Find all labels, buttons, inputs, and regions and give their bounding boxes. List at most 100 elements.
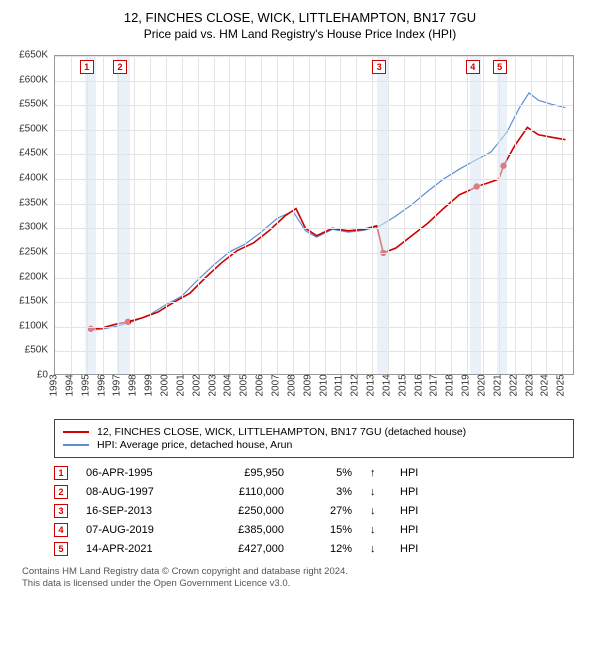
event-hpi-label: HPI — [400, 543, 430, 555]
event-number: 1 — [54, 466, 68, 480]
x-tick-label: 2000 — [159, 377, 170, 397]
event-number: 5 — [54, 542, 68, 556]
event-arrow-icon: ↓ — [370, 524, 382, 536]
x-tick-label: 2005 — [239, 377, 250, 397]
event-price: £427,000 — [204, 543, 284, 555]
x-tick-label: 1994 — [64, 377, 75, 397]
y-tick-label: £100K — [19, 320, 48, 331]
x-tick-label: 2001 — [175, 377, 186, 397]
y-tick-label: £550K — [19, 99, 48, 110]
chart-container: 12, FINCHES CLOSE, WICK, LITTLEHAMPTON, … — [0, 0, 600, 597]
footer: Contains HM Land Registry data © Crown c… — [22, 566, 590, 591]
x-tick-label: 2017 — [429, 377, 440, 397]
events-table: 1 06-APR-1995 £95,950 5% ↑ HPI 2 08-AUG-1997 £11… — [54, 466, 590, 556]
legend-row-red: 12, FINCHES CLOSE, WICK, LITTLEHAMPTON, … — [63, 426, 565, 438]
x-tick-label: 1995 — [80, 377, 91, 397]
event-row: 5 14-APR-2021 £427,000 12% ↓ HPI — [54, 542, 590, 556]
event-number: 3 — [54, 504, 68, 518]
y-tick-label: £250K — [19, 246, 48, 257]
x-tick-label: 2010 — [318, 377, 329, 397]
event-arrow-icon: ↓ — [370, 486, 382, 498]
x-tick-label: 1997 — [112, 377, 123, 397]
y-tick-label: £50K — [25, 345, 48, 356]
event-pct: 5% — [302, 467, 352, 479]
highlight-band — [117, 56, 130, 374]
y-tick-label: £500K — [19, 123, 48, 134]
x-tick-label: 2015 — [397, 377, 408, 397]
y-tick-label: £200K — [19, 271, 48, 282]
x-tick-label: 2003 — [207, 377, 218, 397]
y-tick-label: £600K — [19, 74, 48, 85]
x-tick-label: 2021 — [492, 377, 503, 397]
y-tick-label: £0 — [37, 370, 48, 381]
sale-marker: 2 — [113, 60, 127, 74]
plot-region: 1 2 3 45 — [54, 55, 574, 375]
event-hpi-label: HPI — [400, 524, 430, 536]
x-tick-label: 2020 — [477, 377, 488, 397]
x-tick-label: 2018 — [445, 377, 456, 397]
event-pct: 15% — [302, 524, 352, 536]
x-tick-label: 2011 — [334, 377, 345, 397]
event-hpi-label: HPI — [400, 505, 430, 517]
event-date: 07-AUG-2019 — [86, 524, 186, 536]
x-tick-label: 2024 — [540, 377, 551, 397]
legend: 12, FINCHES CLOSE, WICK, LITTLEHAMPTON, … — [54, 419, 574, 458]
x-tick-label: 2019 — [461, 377, 472, 397]
event-pct: 27% — [302, 505, 352, 517]
highlight-band — [85, 56, 96, 374]
event-number: 2 — [54, 485, 68, 499]
y-tick-label: £350K — [19, 197, 48, 208]
x-tick-label: 2016 — [413, 377, 424, 397]
sale-marker: 3 — [372, 60, 386, 74]
event-pct: 3% — [302, 486, 352, 498]
x-tick-label: 2009 — [302, 377, 313, 397]
legend-swatch-blue — [63, 444, 89, 446]
event-arrow-icon: ↓ — [370, 505, 382, 517]
event-row: 2 08-AUG-1997 £110,000 3% ↓ HPI — [54, 485, 590, 499]
event-hpi-label: HPI — [400, 486, 430, 498]
x-tick-label: 2008 — [286, 377, 297, 397]
x-tick-label: 2013 — [366, 377, 377, 397]
x-tick-label: 2002 — [191, 377, 202, 397]
event-hpi-label: HPI — [400, 467, 430, 479]
y-tick-label: £400K — [19, 173, 48, 184]
event-date: 06-APR-1995 — [86, 467, 186, 479]
sale-marker: 5 — [493, 60, 507, 74]
chart-area: 1 2 3 45 £0 £50K £100K £150K £200K £250K £300K £35… — [10, 49, 590, 409]
footer-line2: This data is licensed under the Open Gov… — [22, 578, 590, 590]
event-price: £250,000 — [204, 505, 284, 517]
event-row: 316-SEP-2013£250,00027%↓HPI — [54, 504, 590, 518]
x-tick-label: 2023 — [524, 377, 535, 397]
event-price: £95,950 — [204, 467, 284, 479]
x-tick-label: 2022 — [508, 377, 519, 397]
x-tick-label: 1999 — [144, 377, 155, 397]
y-tick-label: £450K — [19, 148, 48, 159]
footer-line1: Contains HM Land Registry data © Crown c… — [22, 566, 590, 578]
highlight-band — [497, 56, 507, 374]
sale-marker: 1 — [80, 60, 94, 74]
legend-label-blue: HPI: Average price, detached house, Arun — [97, 439, 292, 451]
x-tick-label: 2012 — [350, 377, 361, 397]
x-tick-label: 1996 — [96, 377, 107, 397]
y-tick-label: £300K — [19, 222, 48, 233]
event-arrow-icon: ↑ — [370, 467, 382, 479]
event-price: £385,000 — [204, 524, 284, 536]
x-tick-label: 1998 — [128, 377, 139, 397]
event-price: £110,000 — [204, 486, 284, 498]
highlight-band — [377, 56, 388, 374]
event-number: 4 — [54, 523, 68, 537]
y-tick-label: £150K — [19, 296, 48, 307]
x-tick-label: 2007 — [270, 377, 281, 397]
event-arrow-icon: ↓ — [370, 543, 382, 555]
event-pct: 12% — [302, 543, 352, 555]
event-row: 4 07-AUG-2019 £385,000 15% ↓ HPI — [54, 523, 590, 537]
event-date: 08-AUG-1997 — [86, 486, 186, 498]
sale-marker: 4 — [466, 60, 480, 74]
event-row: 1 06-APR-1995 £95,950 5% ↑ HPI — [54, 466, 590, 480]
page-title: 12, FINCHES CLOSE, WICK, LITTLEHAMPTON, … — [10, 10, 590, 25]
x-tick-label: 1993 — [49, 377, 60, 397]
event-date: 14-APR-2021 — [86, 543, 186, 555]
y-tick-label: £650K — [19, 50, 48, 61]
x-tick-label: 2006 — [255, 377, 266, 397]
x-tick-label: 2014 — [381, 377, 392, 397]
